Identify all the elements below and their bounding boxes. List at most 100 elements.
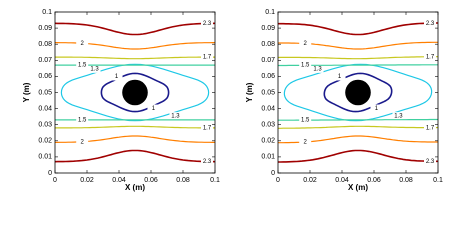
contour-line [55, 149, 215, 163]
y-tick-label: 0.02 [38, 138, 52, 145]
contour-label-bg [299, 61, 312, 70]
contour-label-bg [76, 39, 89, 48]
x-tick-label: 0.1 [210, 177, 220, 184]
x-tick-label: 0.1 [433, 177, 443, 184]
contour-label-bg [201, 19, 213, 28]
contour-label-bg [424, 123, 436, 132]
contour-label: 2.3 [426, 159, 435, 165]
x-tick-label: 0.04 [335, 177, 349, 184]
y-tick-label: 0.01 [261, 154, 275, 161]
contour-label: 2.3 [426, 21, 435, 27]
contour-label-bg [201, 53, 213, 62]
cylinder [345, 79, 371, 106]
contour-label-bg [311, 64, 324, 73]
contour-label: 1.7 [203, 125, 212, 131]
y-tick-label: 0.09 [38, 25, 52, 32]
x-tick-label: 0.06 [144, 177, 158, 184]
contour-label-bg [76, 115, 89, 124]
y-tick-label: 0.03 [38, 122, 52, 129]
y-tick-label: 0.08 [261, 41, 275, 48]
y-tick-label: 0.07 [261, 57, 275, 64]
contour-line [55, 125, 215, 129]
contour-label-bg [299, 137, 312, 146]
contour-label: 2.3 [203, 21, 212, 27]
contour-label: 2 [304, 41, 308, 47]
y-tick-label: 0.01 [38, 154, 52, 161]
x-tick-label: 0 [276, 177, 280, 184]
contour-line [278, 149, 438, 163]
page: {"chart_data": [ {"type": "contour", "xl… [22, 8, 443, 193]
x-tick-label: 0.08 [176, 177, 190, 184]
contour-label-bg [392, 112, 405, 121]
contour-label: 1.5 [301, 63, 310, 69]
x-tick-label: 0.04 [112, 177, 126, 184]
contour-label-bg [169, 112, 182, 121]
contour-label-bg [201, 123, 213, 132]
contour-label: 1.7 [203, 55, 212, 61]
contour-label: 1.7 [426, 55, 435, 61]
x-tick-label: 0.06 [367, 177, 381, 184]
contour-label: 1 [115, 74, 119, 80]
contour-line [278, 22, 438, 36]
x-tick-label: 0.08 [399, 177, 413, 184]
contour-label-bg [76, 137, 89, 146]
x-tick-label: 0.02 [80, 177, 94, 184]
contour-label-bg [147, 104, 160, 113]
contour-label-bg [333, 72, 346, 81]
contour-label: 2 [81, 139, 85, 145]
contour-line [55, 56, 215, 60]
contour-label-bg [110, 72, 123, 81]
contour-label: 2 [304, 139, 308, 145]
contour-label-bg [424, 157, 436, 166]
contour-label-bg [370, 104, 383, 113]
y-tick-label: 0.05 [261, 89, 275, 96]
y-tick-label: 0.1 [42, 9, 52, 16]
contour-label-bg [201, 157, 213, 166]
contour-label-bg [88, 64, 101, 73]
y-tick-label: 0.02 [261, 138, 275, 145]
x-tick-label: 0 [53, 177, 57, 184]
y-tick-label: 0.07 [38, 57, 52, 64]
y-tick-label: 0 [271, 170, 275, 177]
contour-label: 1.3 [313, 66, 322, 72]
contour-label: 1.5 [78, 63, 87, 69]
y-tick-label: 0.06 [261, 73, 275, 80]
contour-label: 1.3 [394, 114, 403, 120]
x-axis-label: X (m) [125, 183, 145, 192]
contour-label: 1.3 [171, 114, 180, 120]
y-tick-label: 0.08 [38, 41, 52, 48]
contour-line [278, 56, 438, 60]
y-axis-label: Y (m) [22, 82, 31, 102]
contour-label: 1.3 [90, 66, 99, 72]
y-tick-label: 0.03 [261, 122, 275, 129]
contour-label-bg [76, 61, 89, 70]
contour-line [55, 22, 215, 36]
cylinder [122, 79, 148, 106]
contour-label: 1.5 [78, 117, 87, 123]
contour-line [278, 125, 438, 129]
contour-label: 1 [338, 74, 342, 80]
x-axis-label: X (m) [348, 183, 368, 192]
y-tick-label: 0.06 [38, 73, 52, 80]
y-tick-label: 0.04 [38, 105, 52, 112]
contour-label: 1.5 [301, 117, 310, 123]
y-axis-label: Y (m) [245, 82, 254, 102]
contour-label-bg [424, 19, 436, 28]
y-tick-label: 0.09 [261, 25, 275, 32]
contour-label: 1.7 [426, 125, 435, 131]
contour-label-bg [299, 39, 312, 48]
y-tick-label: 0.1 [265, 9, 275, 16]
y-tick-label: 0 [48, 170, 52, 177]
contour-label: 1 [375, 106, 379, 112]
y-tick-label: 0.05 [38, 89, 52, 96]
contour-label-bg [299, 115, 312, 124]
contour-label: 2 [81, 41, 85, 47]
contour-label-bg [424, 53, 436, 62]
x-tick-label: 0.02 [303, 177, 317, 184]
contour-label: 2.3 [203, 159, 212, 165]
